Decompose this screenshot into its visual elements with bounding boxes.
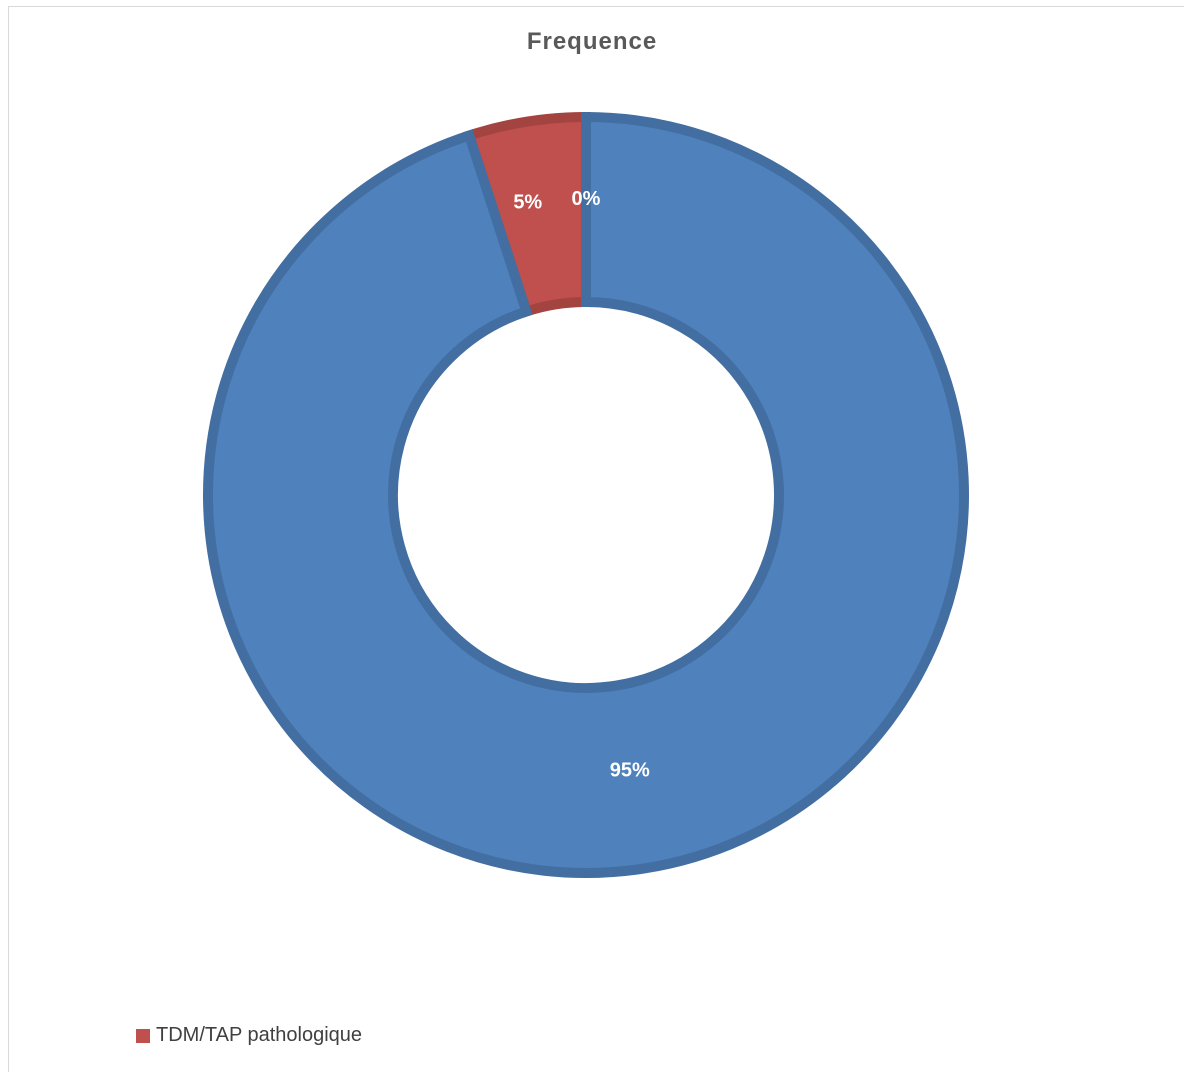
data-label-third: 95% [610,759,650,781]
data-label-first: 0% [572,188,601,210]
chart-title: Frequence [526,28,658,55]
legend-label-tdm-tap: TDM/TAP pathologique [156,1024,363,1046]
legend: TDM/TAP pathologique [136,1024,362,1047]
data-label-tdm-tap-pathologique: 5% [513,191,542,213]
legend-swatch-tdm-tap [136,1028,150,1043]
slice-third [203,111,969,878]
